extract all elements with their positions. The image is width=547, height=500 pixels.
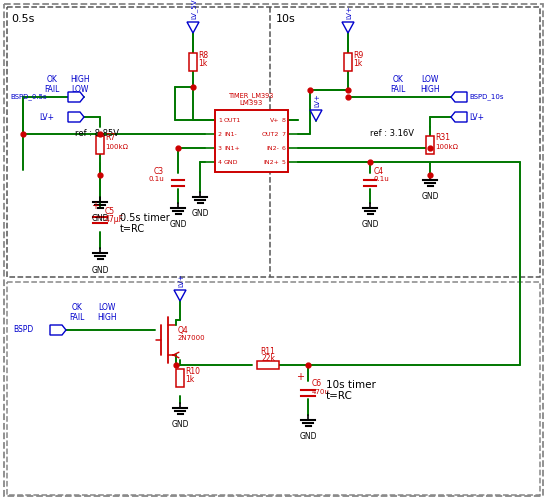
Text: OUT2: OUT2 <box>261 132 279 136</box>
Text: ref : 8.85V: ref : 8.85V <box>75 128 119 138</box>
Text: LOW: LOW <box>98 304 115 312</box>
Bar <box>215 110 288 172</box>
Bar <box>7 7 540 277</box>
Text: HIGH: HIGH <box>70 76 90 84</box>
Bar <box>96 136 104 154</box>
Text: 10s timer: 10s timer <box>326 380 376 390</box>
Text: OK: OK <box>46 76 57 84</box>
Text: +: + <box>91 201 99 211</box>
Text: 7: 7 <box>281 132 285 136</box>
Text: GND: GND <box>171 420 189 429</box>
Text: 1k: 1k <box>353 58 362 68</box>
Text: 1: 1 <box>218 118 222 122</box>
Text: C6: C6 <box>312 380 322 388</box>
Text: HIGH: HIGH <box>97 314 117 322</box>
Text: 0.1u: 0.1u <box>374 176 390 182</box>
Text: R10: R10 <box>185 366 200 376</box>
Bar <box>7 282 540 495</box>
Text: 47µF: 47µF <box>105 216 124 224</box>
Text: OUT1: OUT1 <box>224 118 241 122</box>
Text: GND: GND <box>299 432 317 441</box>
Text: LV+: LV+ <box>178 273 184 287</box>
Polygon shape <box>310 110 322 121</box>
Text: BSPD: BSPD <box>13 326 33 334</box>
Text: 2N7000: 2N7000 <box>178 335 206 341</box>
Polygon shape <box>50 325 66 335</box>
Text: 0.5s timer: 0.5s timer <box>120 213 170 223</box>
Text: IN1-: IN1- <box>224 132 237 136</box>
Text: 470u: 470u <box>312 389 330 395</box>
Text: 0.5s: 0.5s <box>11 14 34 24</box>
Text: 100kΩ: 100kΩ <box>435 144 458 150</box>
Text: t=RC: t=RC <box>326 391 353 401</box>
Bar <box>176 369 184 387</box>
Text: FAIL: FAIL <box>44 84 60 94</box>
Text: GND: GND <box>169 220 187 229</box>
Polygon shape <box>451 92 467 102</box>
Text: FAIL: FAIL <box>391 84 406 94</box>
Text: 100kΩ: 100kΩ <box>105 144 128 150</box>
Text: 8: 8 <box>281 118 285 122</box>
Text: R8: R8 <box>198 50 208 59</box>
Polygon shape <box>68 112 84 122</box>
Bar <box>344 53 352 71</box>
Text: LV_5V+: LV_5V+ <box>190 0 197 19</box>
Text: IN1+: IN1+ <box>224 146 240 150</box>
Text: 6: 6 <box>281 146 285 150</box>
Text: GND: GND <box>361 220 379 229</box>
Text: C4: C4 <box>374 166 384 175</box>
Polygon shape <box>451 112 467 122</box>
Text: BSPD_10s: BSPD_10s <box>469 94 503 100</box>
Text: OK: OK <box>72 304 83 312</box>
Text: LM393: LM393 <box>240 100 263 106</box>
Text: 10s: 10s <box>276 14 296 24</box>
Text: GND: GND <box>191 209 209 218</box>
Text: R9: R9 <box>353 50 363 59</box>
Text: LOW: LOW <box>71 84 89 94</box>
Bar <box>189 53 197 71</box>
Text: 5: 5 <box>281 160 285 164</box>
Text: LV+: LV+ <box>39 112 54 122</box>
Text: R11: R11 <box>260 347 276 356</box>
Text: OK: OK <box>393 76 404 84</box>
Text: IN2+: IN2+ <box>263 160 279 164</box>
Text: BSPD_0.5s: BSPD_0.5s <box>10 94 46 100</box>
Text: t=RC: t=RC <box>120 224 145 234</box>
Text: 1k: 1k <box>185 374 194 384</box>
Text: +: + <box>296 372 304 382</box>
Text: GND: GND <box>224 160 238 164</box>
Polygon shape <box>342 22 354 33</box>
Text: GND: GND <box>421 192 439 201</box>
Text: 22k: 22k <box>261 354 275 363</box>
Text: GND: GND <box>91 214 109 223</box>
Text: LV+: LV+ <box>469 112 484 122</box>
Text: LV+: LV+ <box>346 5 352 19</box>
Text: ref : 3.16V: ref : 3.16V <box>370 128 414 138</box>
Text: FAIL: FAIL <box>69 314 85 322</box>
Bar <box>257 361 279 369</box>
Text: Q4: Q4 <box>178 326 189 334</box>
Text: 0.1u: 0.1u <box>148 176 164 182</box>
Text: 4: 4 <box>218 160 222 164</box>
Bar <box>426 136 434 154</box>
Polygon shape <box>174 290 186 301</box>
Text: C5: C5 <box>105 208 115 216</box>
Text: 3: 3 <box>218 146 222 150</box>
Text: 1k: 1k <box>198 58 207 68</box>
Text: GND: GND <box>91 266 109 275</box>
Text: C3: C3 <box>154 166 164 175</box>
Text: LV+: LV+ <box>314 93 320 107</box>
Text: TIMER_LM393: TIMER_LM393 <box>229 92 274 99</box>
Polygon shape <box>187 22 199 33</box>
Text: V+: V+ <box>270 118 279 122</box>
Text: R31: R31 <box>435 134 450 142</box>
Text: R7: R7 <box>105 134 115 142</box>
Text: 2: 2 <box>218 132 222 136</box>
Text: IN2-: IN2- <box>266 146 279 150</box>
Text: HIGH: HIGH <box>420 84 440 94</box>
Polygon shape <box>68 92 84 102</box>
Text: LOW: LOW <box>421 76 439 84</box>
